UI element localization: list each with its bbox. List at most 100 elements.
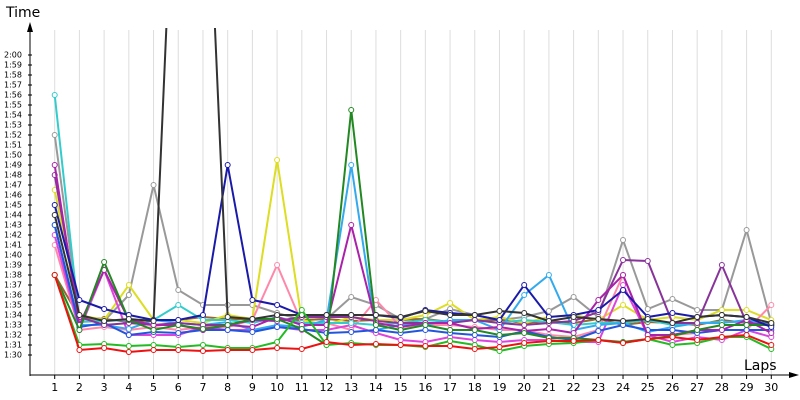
point	[298, 346, 305, 352]
x-tick-label: 25	[641, 381, 655, 394]
point	[545, 318, 552, 324]
y-tick-label: 1:32	[4, 331, 22, 340]
point	[496, 344, 503, 350]
y-axis-title: Time	[5, 5, 40, 21]
point	[545, 338, 552, 344]
x-tick-label: 13	[344, 381, 358, 394]
series-line	[53, 274, 772, 354]
point	[496, 317, 503, 323]
point	[249, 329, 256, 335]
y-tick-label: 1:55	[4, 101, 22, 110]
point	[323, 312, 330, 318]
x-tick-label: 11	[295, 381, 309, 394]
y-tick-label: 1:44	[4, 211, 22, 220]
point	[496, 332, 503, 338]
y-tick-label: 1:30	[4, 351, 22, 360]
y-tick-label: 1:56	[4, 91, 22, 100]
point	[76, 312, 83, 318]
point	[175, 317, 182, 323]
point	[51, 202, 58, 208]
point	[743, 314, 750, 320]
y-tick-label: 1:31	[4, 341, 22, 350]
x-tick-label: 19	[492, 381, 506, 394]
series-line	[53, 224, 772, 342]
y-tick-label: 1:39	[4, 261, 22, 270]
point	[644, 306, 651, 312]
point	[175, 287, 182, 293]
x-tick-label: 22	[567, 381, 581, 394]
y-tick-label: 1:59	[4, 61, 22, 70]
x-tick-label: 27	[690, 381, 704, 394]
x-tick-label: 26	[665, 381, 679, 394]
point	[150, 342, 157, 348]
x-tick-label: 8	[224, 381, 231, 394]
y-tick-label: 1:36	[4, 291, 22, 300]
point	[644, 258, 651, 264]
point	[718, 262, 725, 268]
x-tick-label: 18	[468, 381, 482, 394]
x-tick-label: 2	[76, 381, 83, 394]
point	[644, 336, 651, 342]
point	[348, 162, 355, 168]
series-line	[53, 164, 772, 336]
point	[125, 349, 132, 355]
point	[620, 302, 627, 308]
x-tick-label: 5	[150, 381, 157, 394]
point	[447, 327, 454, 333]
x-tick-label: 6	[175, 381, 182, 394]
y-tick-label: 1:48	[4, 171, 22, 180]
point	[348, 320, 355, 326]
x-tick-label: 15	[394, 381, 408, 394]
point	[521, 310, 528, 316]
y-tick-label: 1:37	[4, 281, 22, 290]
point	[471, 346, 478, 352]
point	[150, 318, 157, 324]
y-tick-label: 1:50	[4, 151, 22, 160]
x-tick-label: 20	[517, 381, 531, 394]
point	[101, 318, 108, 324]
point	[51, 132, 58, 138]
series-line	[53, 174, 772, 327]
x-tick-label: 1	[51, 381, 58, 394]
point	[718, 327, 725, 333]
y-tick-label: 1:54	[4, 111, 22, 120]
point	[422, 327, 429, 333]
x-tick-label: 23	[591, 381, 605, 394]
point	[348, 222, 355, 228]
point	[249, 316, 256, 322]
point	[447, 320, 454, 326]
point	[595, 337, 602, 343]
point	[249, 324, 256, 330]
point	[447, 300, 454, 306]
point	[101, 306, 108, 312]
point	[570, 294, 577, 300]
point	[669, 320, 676, 326]
point	[199, 312, 206, 318]
point	[274, 345, 281, 351]
x-tick-label: 10	[270, 381, 284, 394]
point	[620, 237, 627, 243]
point	[249, 347, 256, 353]
point	[521, 292, 528, 298]
x-tick-label: 3	[101, 381, 108, 394]
y-tick-label: 1:46	[4, 191, 22, 200]
point	[224, 162, 231, 168]
y-tick-label: 1:42	[4, 231, 22, 240]
point	[199, 317, 206, 323]
point	[274, 324, 281, 330]
point	[545, 308, 552, 314]
x-tick-label: 28	[715, 381, 729, 394]
point	[76, 327, 83, 333]
point	[620, 318, 627, 324]
series-line	[53, 28, 772, 325]
point	[372, 312, 379, 318]
point	[768, 330, 775, 336]
point	[471, 327, 478, 333]
y-tick-label: 1:51	[4, 141, 22, 150]
point	[743, 327, 750, 333]
point	[669, 327, 676, 333]
point	[447, 312, 454, 318]
y-tick-label: 1:57	[4, 81, 22, 90]
point	[620, 257, 627, 263]
y-tick-label: 1:35	[4, 301, 22, 310]
